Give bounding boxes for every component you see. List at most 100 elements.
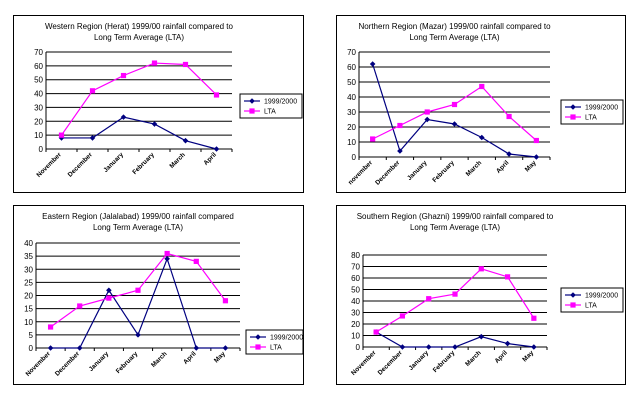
y-tick-label: 10 bbox=[24, 318, 33, 327]
legend-label: LTA bbox=[585, 303, 597, 310]
y-tick-label: 50 bbox=[347, 78, 356, 87]
x-tick-label: January bbox=[406, 159, 429, 182]
x-tick-label: March bbox=[150, 350, 169, 369]
data-point bbox=[452, 344, 458, 350]
data-point bbox=[89, 88, 96, 94]
data-point bbox=[213, 146, 220, 152]
x-tick-label: November bbox=[35, 151, 63, 179]
y-tick-label: 0 bbox=[39, 145, 44, 154]
data-point bbox=[533, 137, 539, 144]
data-point bbox=[120, 114, 127, 120]
legend-label: 1999/2000 bbox=[264, 99, 297, 106]
data-point bbox=[533, 154, 540, 160]
y-tick-label: 10 bbox=[351, 332, 360, 341]
chart-western-svg: Western Region (Herat) 1999/00 rainfall … bbox=[34, 22, 303, 179]
x-tick-label: February bbox=[131, 151, 156, 176]
data-point bbox=[47, 345, 54, 351]
chart-panel-southern: Southern Region (Ghazni) 1999/00 rainfal… bbox=[336, 205, 626, 385]
y-tick-label: 40 bbox=[351, 297, 360, 306]
y-tick-label: 15 bbox=[24, 305, 33, 314]
data-point bbox=[47, 324, 54, 330]
series-line-lta bbox=[61, 62, 217, 136]
x-tick-label: January bbox=[408, 349, 431, 372]
legend-box bbox=[560, 287, 624, 313]
data-point bbox=[531, 315, 537, 321]
chart-northern-svg: Northern Region (Mazar) 1999/00 rainfall… bbox=[347, 22, 624, 187]
data-point bbox=[399, 313, 406, 319]
legend-label: 1999/2000 bbox=[585, 105, 618, 112]
y-tick-label: 30 bbox=[34, 103, 43, 112]
x-tick-label: May bbox=[521, 349, 535, 363]
chart-southern-svg: Southern Region (Ghazni) 1999/00 rainfal… bbox=[350, 212, 624, 377]
data-point bbox=[424, 109, 430, 115]
y-tick-label: 30 bbox=[24, 265, 33, 274]
y-tick-label: 5 bbox=[29, 331, 34, 340]
data-point bbox=[478, 333, 485, 340]
data-point bbox=[452, 291, 458, 297]
legend-label: 1999/2000 bbox=[585, 293, 618, 300]
chart-title-line: Eastern Region (Jalalabad) 1999/00 rainf… bbox=[42, 212, 234, 221]
data-point bbox=[213, 92, 220, 98]
x-tick-label: April bbox=[495, 159, 511, 175]
data-point bbox=[193, 258, 199, 264]
x-tick-label: April bbox=[494, 349, 510, 365]
x-tick-label: March bbox=[168, 151, 187, 170]
chart-panel-western: Western Region (Herat) 1999/00 rainfall … bbox=[13, 15, 304, 193]
data-point bbox=[106, 295, 112, 301]
data-point bbox=[76, 345, 83, 351]
y-tick-label: 80 bbox=[351, 251, 360, 260]
data-point bbox=[397, 122, 403, 129]
data-point bbox=[106, 287, 112, 294]
legend-marker bbox=[255, 334, 261, 340]
y-tick-label: 40 bbox=[24, 239, 33, 248]
data-point bbox=[151, 121, 158, 127]
data-point bbox=[531, 344, 537, 350]
x-tick-label: April bbox=[182, 350, 198, 366]
chart-panel-northern: Northern Region (Mazar) 1999/00 rainfall… bbox=[336, 15, 626, 193]
series-line-lta bbox=[372, 85, 537, 141]
y-tick-label: 10 bbox=[34, 131, 43, 140]
y-tick-label: 0 bbox=[356, 343, 361, 352]
x-tick-label: April bbox=[202, 151, 218, 167]
x-tick-label: May bbox=[213, 350, 227, 364]
legend-marker bbox=[255, 344, 261, 350]
data-point bbox=[120, 72, 127, 79]
legend-marker bbox=[570, 114, 576, 120]
data-point bbox=[182, 137, 189, 144]
chart-title-line: Western Region (Herat) 1999/00 rainfall … bbox=[45, 22, 234, 31]
y-tick-label: 20 bbox=[24, 292, 33, 301]
chart-title-line: Southern Region (Ghazni) 1999/00 rainfal… bbox=[357, 212, 554, 221]
y-tick-label: 50 bbox=[34, 76, 43, 85]
chart-panel-eastern: Eastern Region (Jalalabad) 1999/00 rainf… bbox=[13, 205, 304, 385]
data-point bbox=[164, 250, 170, 257]
legend-marker bbox=[249, 108, 255, 114]
x-tick-label: november bbox=[347, 159, 374, 186]
x-tick-label: December bbox=[374, 159, 402, 187]
y-tick-label: 60 bbox=[347, 63, 356, 72]
data-point bbox=[504, 274, 511, 280]
legend-label: LTA bbox=[270, 345, 282, 352]
legend-marker bbox=[570, 302, 576, 308]
x-tick-label: February bbox=[432, 349, 457, 374]
data-point bbox=[478, 134, 485, 141]
data-point bbox=[451, 101, 458, 108]
data-point bbox=[504, 340, 511, 347]
x-tick-label: March bbox=[464, 349, 483, 368]
chart-eastern-svg: Eastern Region (Jalalabad) 1999/00 rainf… bbox=[24, 212, 304, 378]
y-tick-label: 70 bbox=[34, 48, 43, 57]
x-tick-label: December bbox=[377, 349, 405, 377]
data-point bbox=[426, 296, 432, 302]
chart-title-line: Long Term Average (LTA) bbox=[410, 223, 500, 232]
x-tick-label: January bbox=[88, 350, 111, 373]
data-point bbox=[77, 303, 83, 309]
y-tick-label: 70 bbox=[351, 263, 360, 272]
y-tick-label: 70 bbox=[347, 48, 356, 57]
y-tick-label: 40 bbox=[34, 90, 43, 99]
data-point bbox=[506, 113, 512, 120]
y-tick-label: 20 bbox=[34, 117, 43, 126]
y-tick-label: 10 bbox=[347, 138, 356, 147]
y-tick-label: 0 bbox=[352, 153, 357, 162]
y-tick-label: 30 bbox=[347, 108, 356, 117]
data-point bbox=[222, 298, 229, 304]
x-tick-label: November bbox=[25, 350, 53, 378]
